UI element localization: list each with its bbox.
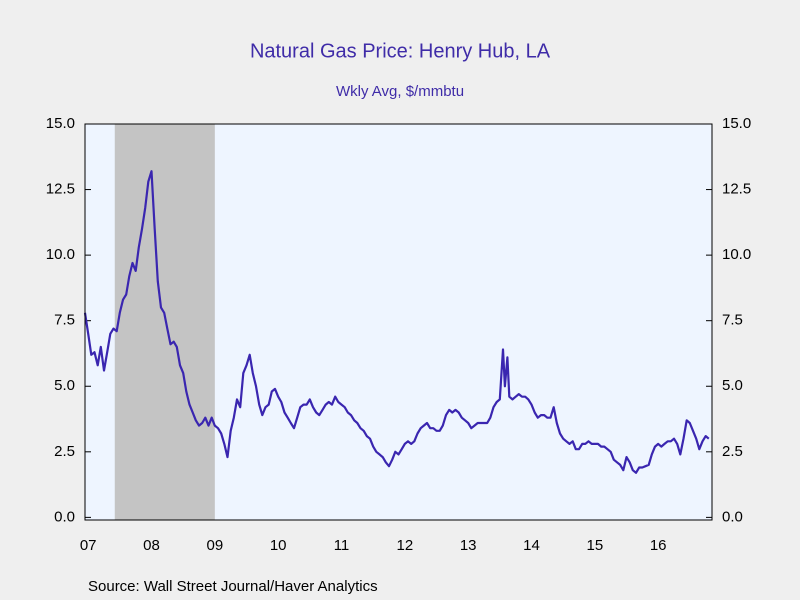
y2-tick-label: 0.0 [722, 508, 743, 525]
x-tick-label: 12 [396, 537, 413, 554]
x-tick-label: 16 [650, 537, 667, 554]
x-tick-label: 15 [586, 537, 603, 554]
y2-tick-label: 15.0 [722, 115, 751, 132]
y2-tick-label: 7.5 [722, 312, 743, 329]
y-tick-label: 5.0 [54, 377, 75, 394]
x-tick-label: 08 [143, 537, 160, 554]
x-tick-label: 10 [270, 537, 287, 554]
y-tick-label: 15.0 [46, 115, 75, 132]
y2-tick-label: 2.5 [722, 443, 743, 460]
y-tick-label: 12.5 [46, 181, 75, 198]
y-tick-label: 7.5 [54, 312, 75, 329]
x-tick-label: 07 [80, 537, 97, 554]
price-line [83, 170, 710, 474]
x-tick-label: 13 [460, 537, 477, 554]
x-tick-label: 11 [334, 537, 350, 554]
chart-title: Natural Gas Price: Henry Hub, LA [250, 40, 551, 62]
y2-tick-label: 12.5 [722, 181, 751, 198]
y-tick-label: 10.0 [46, 246, 75, 263]
y-tick-label: 2.5 [54, 443, 75, 460]
plot-frame [84, 123, 713, 521]
recession-shade [114, 124, 215, 520]
y2-tick-label: 10.0 [722, 246, 751, 263]
y2-tick-label: 5.0 [722, 377, 743, 394]
x-tick-label: 09 [206, 537, 223, 554]
y-tick-label: 0.0 [54, 508, 75, 525]
x-tick-label: 14 [523, 537, 540, 554]
source-note: Source: Wall Street Journal/Haver Analyt… [88, 578, 378, 595]
chart-subtitle: Wkly Avg, $/mmbtu [336, 83, 464, 100]
